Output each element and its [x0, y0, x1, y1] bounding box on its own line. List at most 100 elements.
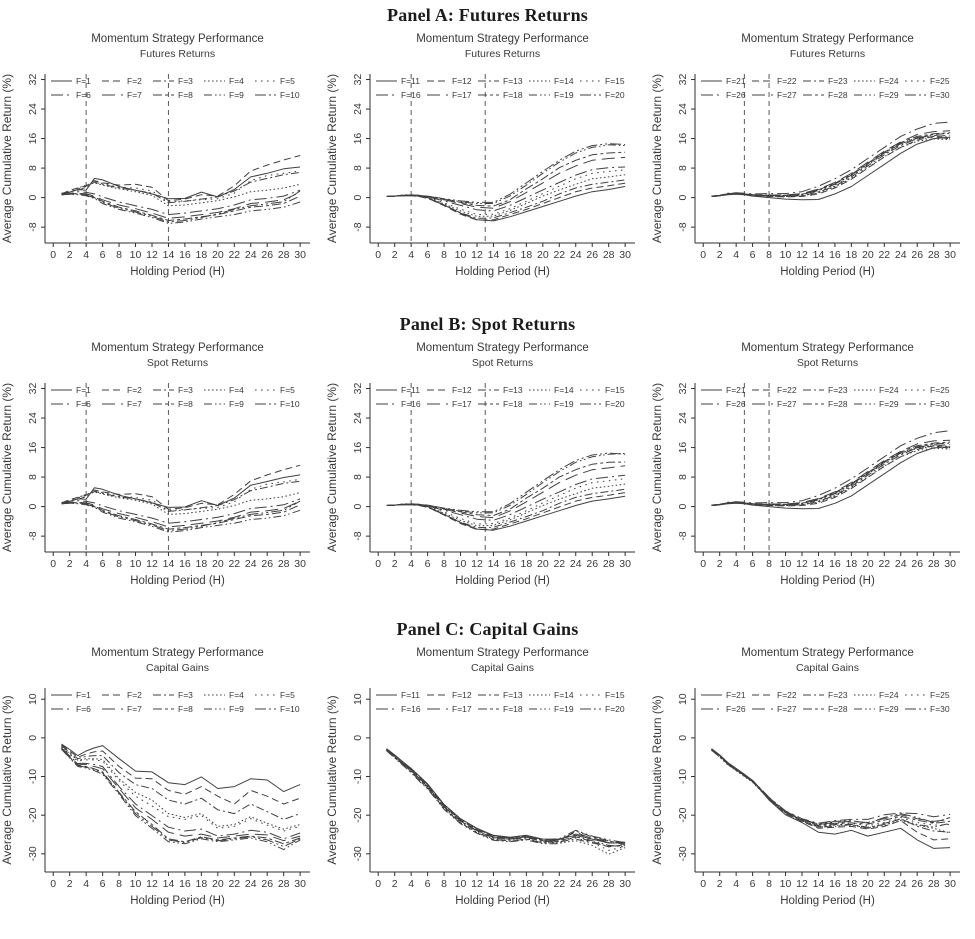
- series-line: [61, 748, 301, 845]
- x-tick-label: 26: [911, 558, 923, 570]
- series-line: [386, 748, 626, 844]
- x-tick-label: 28: [928, 249, 940, 261]
- x-tick-label: 14: [163, 878, 175, 890]
- series-line: [61, 190, 301, 223]
- chart-capital-gains: Momentum Strategy Performance Capital Gai…: [0, 647, 310, 907]
- x-tick-label: 30: [294, 249, 306, 261]
- legend-label: F=11: [401, 690, 420, 700]
- legend-entry: F=19: [529, 399, 574, 409]
- legend-entry: F=10: [255, 399, 300, 409]
- legend-entry: F=2: [102, 385, 142, 395]
- x-tick-label: 28: [603, 558, 615, 570]
- legend-label: F=2: [127, 385, 142, 395]
- legend-entry: F=20: [580, 90, 625, 100]
- x-tick-label: 10: [780, 878, 792, 890]
- legend-label: F=9: [229, 90, 244, 100]
- legend-entry: F=16: [376, 704, 421, 714]
- x-tick-label: 18: [846, 878, 858, 890]
- x-tick-label: 12: [796, 878, 808, 890]
- panel-b-chart-row: Momentum Strategy Performance Spot Return…: [0, 337, 975, 609]
- chart-cell: Momentum Strategy Performance Spot Return…: [650, 337, 975, 609]
- series-line: [711, 447, 951, 506]
- legend-label: F=5: [280, 76, 295, 86]
- y-tick-label: -30: [677, 846, 689, 861]
- legend-label: F=21: [726, 690, 746, 700]
- series-line: [711, 748, 951, 824]
- legend-entry: F=25: [905, 690, 950, 700]
- x-tick-label: 24: [570, 249, 582, 261]
- series-line: [61, 502, 301, 533]
- legend-label: F=19: [554, 704, 574, 714]
- chart-title: Momentum Strategy Performance: [741, 647, 914, 659]
- chart-capital-gains: Momentum Strategy Performance Capital Gai…: [650, 647, 960, 907]
- x-tick-label: 0: [50, 878, 56, 890]
- legend-entry: F=2: [102, 690, 142, 700]
- legend-label: F=15: [605, 385, 625, 395]
- x-tick-label: 26: [586, 249, 598, 261]
- legend-label: F=10: [280, 90, 300, 100]
- legend-label: F=6: [76, 90, 91, 100]
- x-tick-label: 22: [878, 249, 890, 261]
- series-line: [386, 749, 626, 847]
- chart-subtitle: Capital Gains: [146, 662, 209, 674]
- x-tick-label: 12: [146, 878, 158, 890]
- x-tick-label: 2: [392, 249, 398, 261]
- legend-label: F=25: [930, 385, 950, 395]
- legend-label: F=20: [605, 704, 625, 714]
- chart-capital-gains: Momentum Strategy Performance Capital Gai…: [325, 647, 635, 907]
- legend-label: F=23: [828, 690, 848, 700]
- series-line: [711, 134, 951, 197]
- legend-entry: F=30: [905, 90, 950, 100]
- x-tick-label: 20: [212, 878, 224, 890]
- legend-entry: F=12: [427, 690, 472, 700]
- x-tick-label: 20: [862, 878, 874, 890]
- x-tick-label: 2: [717, 878, 723, 890]
- legend-label: F=2: [127, 690, 142, 700]
- legend-entry: F=5: [255, 76, 295, 86]
- x-axis-title: Holding Period (H): [130, 895, 225, 907]
- legend-label: F=27: [777, 90, 797, 100]
- legend-label: F=16: [401, 399, 421, 409]
- x-tick-label: 18: [521, 249, 533, 261]
- series-line: [711, 135, 951, 197]
- chart-cell: Momentum Strategy Performance Futures Ret…: [0, 28, 325, 300]
- x-tick-label: 10: [130, 249, 142, 261]
- x-tick-label: 6: [100, 878, 106, 890]
- legend-label: F=16: [401, 704, 421, 714]
- x-tick-label: 12: [146, 249, 158, 261]
- x-tick-label: 20: [212, 249, 224, 261]
- x-tick-label: 14: [488, 558, 500, 570]
- legend-entry: F=30: [905, 704, 950, 714]
- legend-entry: F=1: [51, 690, 91, 700]
- legend-entry: F=7: [102, 399, 142, 409]
- chart-spot-returns: Momentum Strategy Performance Spot Return…: [0, 342, 310, 587]
- chart-title: Momentum Strategy Performance: [416, 33, 589, 45]
- legend-label: F=7: [127, 704, 142, 714]
- series-line: [386, 465, 626, 519]
- x-axis-title: Holding Period (H): [780, 895, 875, 907]
- legend-label: F=6: [76, 704, 91, 714]
- legend-entry: F=29: [854, 399, 899, 409]
- legend-entry: F=15: [580, 76, 625, 86]
- x-tick-label: 0: [50, 249, 56, 261]
- x-tick-label: 8: [116, 878, 122, 890]
- y-axis-title: Average Cumulative Return (%): [650, 695, 664, 864]
- legend-entry: F=16: [376, 90, 421, 100]
- x-tick-label: 22: [553, 249, 565, 261]
- legend-entry: F=27: [752, 90, 797, 100]
- legend-label: F=8: [178, 704, 193, 714]
- x-tick-label: 8: [441, 249, 447, 261]
- chart-futures-returns: Momentum Strategy Performance Futures Ret…: [325, 33, 635, 278]
- x-tick-label: 2: [717, 558, 723, 570]
- y-tick-label: -20: [677, 807, 689, 822]
- y-tick-label: 32: [27, 74, 39, 86]
- x-tick-label: 30: [619, 558, 631, 570]
- x-tick-label: 30: [294, 558, 306, 570]
- legend-label: F=25: [930, 76, 950, 86]
- series-line: [61, 478, 301, 511]
- series-line: [711, 138, 951, 197]
- x-tick-label: 28: [928, 878, 940, 890]
- legend-entry: F=4: [204, 76, 244, 86]
- y-tick-label: 32: [677, 74, 689, 86]
- legend-label: F=11: [401, 76, 420, 86]
